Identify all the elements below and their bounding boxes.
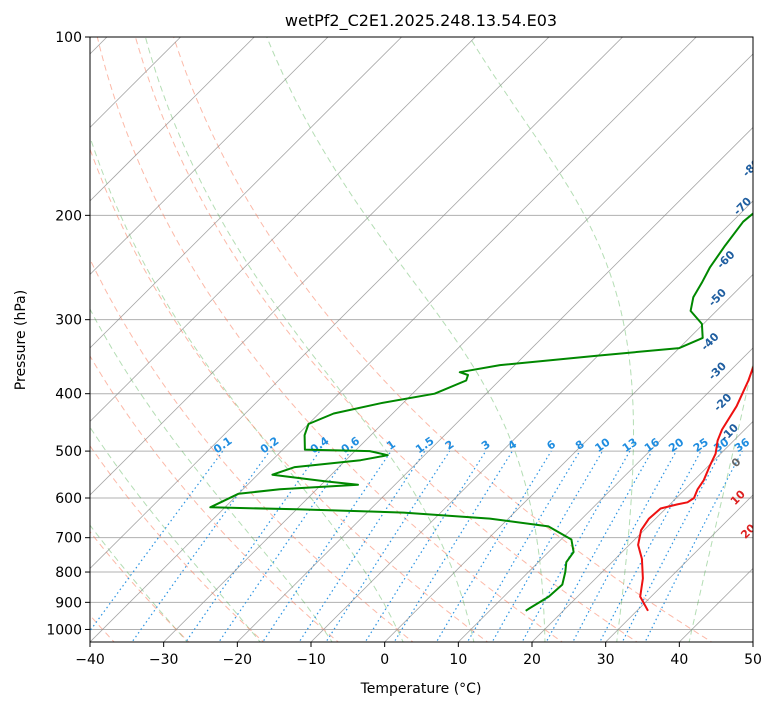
isotherm-line bbox=[163, 53, 753, 642]
pressure-gridlines bbox=[90, 37, 753, 630]
x-tick-label: −10 bbox=[296, 652, 326, 668]
isotherm-line bbox=[236, 126, 753, 642]
isotherm-line bbox=[310, 200, 753, 642]
isotherm-line bbox=[384, 273, 753, 642]
mixing-ratio-line bbox=[644, 450, 743, 642]
y-tick-label: 600 bbox=[55, 491, 82, 507]
isotherm-line bbox=[457, 347, 753, 642]
y-tick-label: 1000 bbox=[46, 622, 82, 638]
dry-adiabat-line bbox=[96, 37, 564, 642]
mixing-ratio-line bbox=[521, 450, 631, 642]
dry-adiabats bbox=[90, 37, 713, 642]
sounding-profiles bbox=[209, 212, 753, 612]
mixing-ratio-line bbox=[218, 450, 351, 642]
x-tick-label: −40 bbox=[75, 652, 105, 668]
moist-adiabats bbox=[90, 37, 753, 642]
plot-frame bbox=[89, 36, 754, 643]
y-tick-label: 500 bbox=[55, 444, 82, 460]
y-tick-label: 700 bbox=[55, 531, 82, 547]
x-tick-label: 50 bbox=[744, 652, 762, 668]
isotherm-line bbox=[90, 37, 255, 202]
dry-adiabat-line bbox=[90, 147, 489, 642]
x-tick-label: 40 bbox=[670, 652, 688, 668]
isotherm-line bbox=[90, 37, 329, 275]
isotherm-lines bbox=[90, 37, 753, 642]
dry-adiabat-line bbox=[90, 445, 265, 642]
mixing-ratio-line bbox=[325, 450, 451, 642]
y-tick-label: 100 bbox=[55, 30, 82, 46]
x-tick-label: 0 bbox=[380, 652, 389, 668]
chart-title: wetPf2_C2E1.2025.248.13.54.E03 bbox=[285, 11, 557, 31]
dry-adiabat-line bbox=[90, 355, 340, 642]
y-axis-label: Pressure (hPa) bbox=[13, 290, 29, 390]
mixing-ratio-line bbox=[298, 450, 426, 642]
y-tick-label: 800 bbox=[55, 565, 82, 581]
x-tick-label: 30 bbox=[597, 652, 615, 668]
dewpoint-profile-line bbox=[209, 212, 753, 612]
moist-adiabat-line bbox=[688, 361, 753, 642]
isotherm-line bbox=[90, 37, 697, 642]
moist-adiabat-line bbox=[90, 308, 333, 642]
isotherm-line bbox=[90, 37, 550, 496]
dry-adiabat-line bbox=[90, 258, 414, 642]
y-tick-label: 200 bbox=[55, 208, 82, 224]
mixing-ratio-line bbox=[621, 450, 722, 642]
moist-adiabat-line bbox=[90, 524, 188, 642]
x-tick-label: 10 bbox=[449, 652, 467, 668]
y-tick-label: 300 bbox=[55, 313, 82, 329]
isotherm-line bbox=[605, 494, 753, 642]
x-tick-label: 20 bbox=[523, 652, 541, 668]
dry-adiabat-line bbox=[134, 37, 638, 642]
moist-adiabat-line bbox=[469, 37, 634, 642]
isotherm-line bbox=[90, 37, 624, 570]
dry-adiabat-label: 30 bbox=[751, 553, 771, 573]
temperature-profile-line bbox=[637, 364, 753, 612]
mixing-ratio-line bbox=[491, 450, 604, 642]
x-axis-ticks: −40 −30 −20 −10 0 10 20 30 40 50 bbox=[75, 642, 762, 668]
isotherm-line bbox=[90, 37, 476, 423]
moist-adiabat-line bbox=[144, 37, 475, 642]
y-axis-ticks: 100 200 300 400 500 600 700 800 900 1000 bbox=[46, 30, 90, 638]
mixing-ratio-line bbox=[435, 450, 552, 642]
x-tick-label: −30 bbox=[149, 652, 179, 668]
x-tick-label: −20 bbox=[223, 652, 253, 668]
mixing-ratio-line bbox=[90, 450, 224, 632]
isotherm-line bbox=[531, 420, 753, 642]
y-tick-label: 400 bbox=[55, 387, 82, 403]
moist-adiabat-line bbox=[90, 426, 261, 642]
x-axis-label: Temperature (°C) bbox=[360, 681, 482, 697]
y-tick-label: 900 bbox=[55, 595, 82, 611]
mixing-ratio-line bbox=[364, 450, 487, 642]
mixing-ratio-line bbox=[393, 450, 513, 642]
isotherm-line bbox=[90, 37, 403, 349]
moist-adiabat-line bbox=[266, 37, 546, 642]
